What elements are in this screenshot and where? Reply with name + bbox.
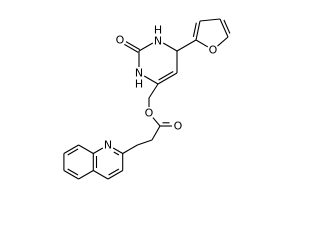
bond <box>219 18 229 38</box>
bond <box>192 22 197 38</box>
bond <box>93 147 104 154</box>
atom-label: N <box>154 35 162 48</box>
bond <box>67 148 79 156</box>
atom-labels: O H N N H O O O N <box>104 24 218 152</box>
background <box>0 0 300 200</box>
bond <box>217 36 229 47</box>
bond <box>151 125 161 141</box>
bond <box>223 19 231 34</box>
bond <box>113 151 120 156</box>
molecule-diagram: O H N N H O O O N <box>0 0 300 200</box>
bond <box>124 43 139 53</box>
bond <box>199 18 221 22</box>
bond <box>122 144 138 154</box>
atom-label: O <box>116 34 125 47</box>
bond <box>138 42 154 52</box>
bond <box>125 41 141 51</box>
atom-label: N <box>104 139 112 152</box>
atom-hydrogen: H <box>154 24 162 37</box>
bond <box>162 42 178 52</box>
bond <box>195 20 201 41</box>
atom-hydrogen: H <box>135 78 143 91</box>
atom-label: O <box>145 107 154 120</box>
bond <box>112 147 123 154</box>
bond <box>195 39 209 48</box>
bond <box>78 144 94 154</box>
bond <box>152 117 161 127</box>
bond <box>148 83 159 99</box>
bond <box>93 170 109 180</box>
bond <box>108 168 120 176</box>
atom-label: O <box>209 44 218 57</box>
bond <box>158 71 174 81</box>
bond <box>63 144 79 154</box>
bond <box>78 170 94 180</box>
bond <box>157 72 178 85</box>
atom-label: N <box>135 67 143 80</box>
bond <box>143 75 159 85</box>
bond <box>176 39 197 52</box>
bond <box>67 168 79 176</box>
bond <box>63 170 79 180</box>
bond <box>107 170 123 180</box>
atom-label: O <box>174 120 183 133</box>
bonds <box>63 18 231 180</box>
bond <box>137 139 153 146</box>
